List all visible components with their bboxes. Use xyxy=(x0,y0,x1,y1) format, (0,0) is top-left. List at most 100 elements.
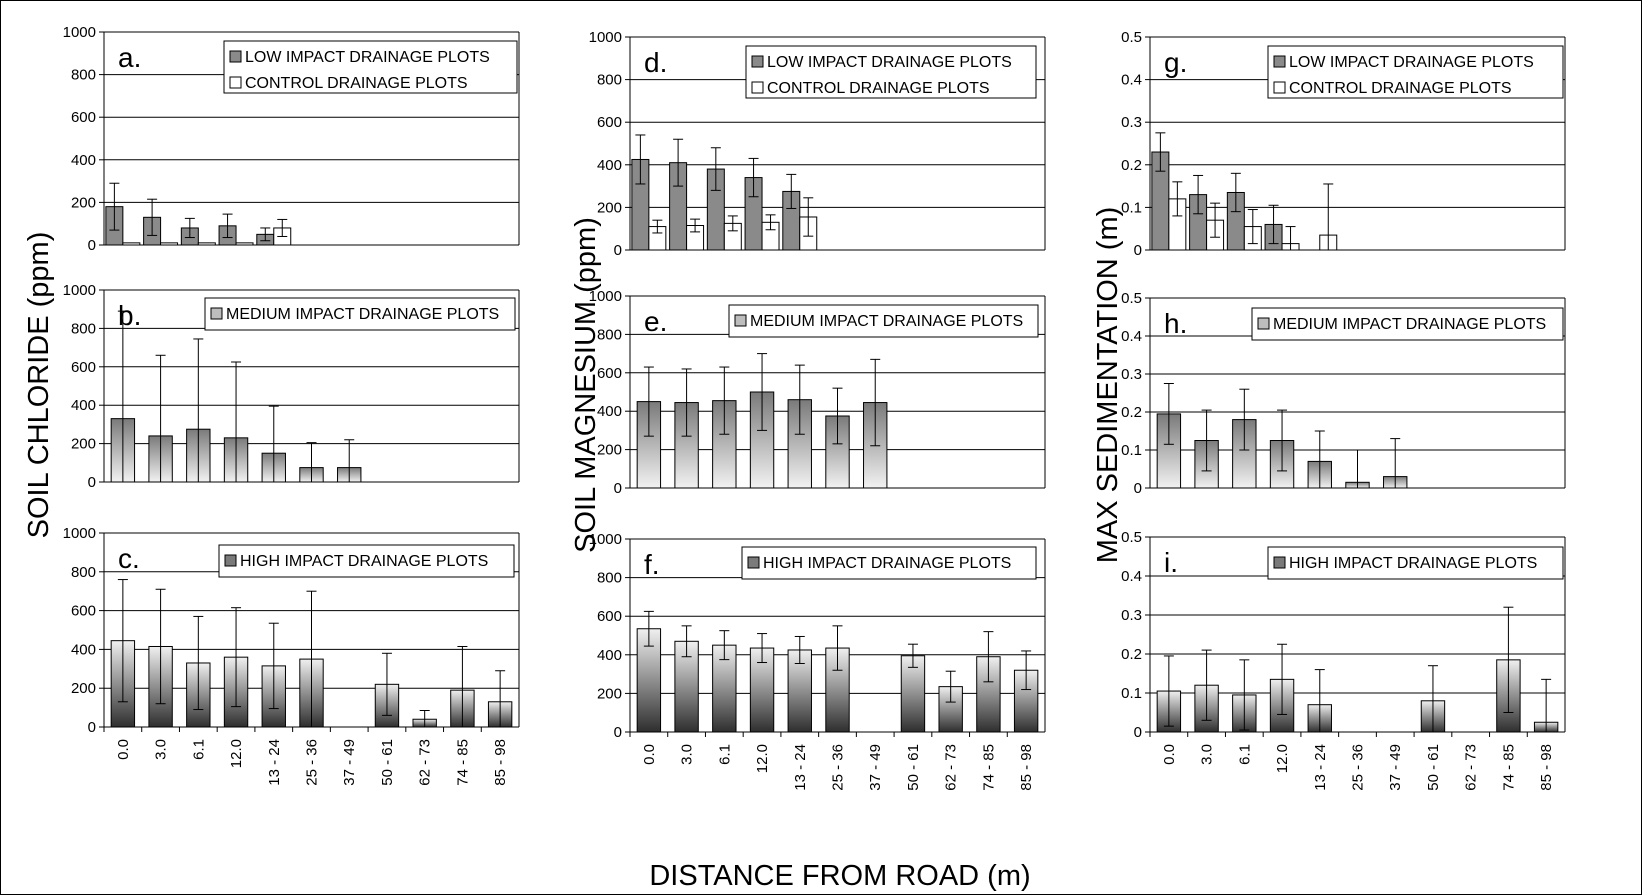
y-tick-label: 0 xyxy=(614,724,622,741)
legend-entry: LOW IMPACT DRAINAGE PLOTS xyxy=(1289,54,1534,71)
legend-swatch xyxy=(751,81,764,94)
bar xyxy=(235,242,254,246)
x-tick-label: 50 - 61 xyxy=(1425,744,1442,791)
y-tick-label: 1000 xyxy=(63,525,96,542)
legend-swatch xyxy=(229,50,242,63)
x-tick-label: 25 - 36 xyxy=(830,744,847,791)
panel-c: 0 200 400 600 800 1000 0.0 3.0 6.1 12.0 13 - 24 25 … xyxy=(63,525,520,786)
x-tick-label: 6.1 xyxy=(190,739,207,760)
y-tick-label: 800 xyxy=(597,570,622,587)
panel-label: a. xyxy=(118,42,141,73)
y-tick-label: 400 xyxy=(71,397,96,414)
y-tick-label: 1000 xyxy=(63,282,96,299)
y-tick-label: 0.5 xyxy=(1121,29,1142,46)
legend-swatch xyxy=(751,55,764,68)
x-tick-label: 13 - 24 xyxy=(792,744,809,791)
y-tick-label: 0.1 xyxy=(1121,199,1142,216)
y-tick-label: 0.2 xyxy=(1121,404,1142,421)
bar xyxy=(197,242,216,246)
y-tick-label: 200 xyxy=(597,685,622,702)
panel-label: b. xyxy=(118,300,141,331)
y-tick-label: 0.5 xyxy=(1121,290,1142,307)
x-tick-label: 50 - 61 xyxy=(379,739,396,786)
y-tick-label: 800 xyxy=(71,67,96,84)
x-tick-label: 50 - 61 xyxy=(905,744,922,791)
legend-entry: CONTROL DRAINAGE PLOTS xyxy=(1289,80,1512,97)
x-tick-label: 13 - 24 xyxy=(1312,744,1329,791)
y-tick-label: 0 xyxy=(88,474,96,491)
legend-entry: CONTROL DRAINAGE PLOTS xyxy=(245,75,468,92)
legend-box xyxy=(1267,45,1564,99)
x-tick-label: 0.0 xyxy=(641,744,658,765)
y-tick-label: 0 xyxy=(614,480,622,497)
legend-box xyxy=(223,40,518,94)
legend-box xyxy=(1267,546,1564,580)
legend-entry: MEDIUM IMPACT DRAINAGE PLOTS xyxy=(750,313,1023,330)
legend-entry: HIGH IMPACT DRAINAGE PLOTS xyxy=(763,555,1011,572)
legend-box xyxy=(204,297,516,331)
x-tick-label: 6.1 xyxy=(716,744,733,765)
y-tick-label: 0 xyxy=(88,719,96,736)
y-tick-label: 600 xyxy=(71,603,96,620)
panel-h: 0 0.1 0.2 0.3 0.4 0.5 h. MEDIUM IMPACT DRAINAGE… xyxy=(1121,290,1566,497)
legend-box xyxy=(1251,307,1564,341)
x-tick-label: 0.0 xyxy=(1161,744,1178,765)
y-tick-label: 0 xyxy=(88,237,96,254)
y-tick-label: 200 xyxy=(71,436,96,453)
x-tick-label: 74 - 85 xyxy=(454,739,471,786)
y-tick-label: 1000 xyxy=(589,288,622,305)
x-tick-label: 74 - 85 xyxy=(980,744,997,791)
panel-label: h. xyxy=(1164,308,1187,339)
legend-box xyxy=(728,304,1039,338)
legend-swatch xyxy=(1273,556,1286,569)
y-tick-label: 0 xyxy=(614,242,622,259)
y-tick-label: 800 xyxy=(71,320,96,337)
x-tick-label: 74 - 85 xyxy=(1500,744,1517,791)
x-tick-label: 25 - 36 xyxy=(304,739,321,786)
legend-box xyxy=(741,546,1037,580)
y-tick-label: 400 xyxy=(597,403,622,420)
y-tick-label: 0.1 xyxy=(1121,442,1142,459)
y-tick-label: 800 xyxy=(597,326,622,343)
legend-swatch xyxy=(1273,81,1286,94)
x-tick-label: 37 - 49 xyxy=(341,739,358,786)
legend-swatch xyxy=(1257,317,1270,330)
y-tick-label: 0.3 xyxy=(1121,366,1142,383)
legend-entry: LOW IMPACT DRAINAGE PLOTS xyxy=(245,49,490,66)
y-tick-label: 1000 xyxy=(589,29,622,46)
panel-label: g. xyxy=(1164,47,1187,78)
legend-swatch xyxy=(210,307,223,320)
y-tick-label: 400 xyxy=(71,152,96,169)
y-tick-label: 0 xyxy=(1134,724,1142,741)
panel-e: 0 200 400 600 800 1000 e. MEDIUM IMPACT DRAINAG… xyxy=(589,288,1046,497)
y-tick-label: 0.3 xyxy=(1121,607,1142,624)
y-tick-label: 200 xyxy=(597,442,622,459)
y-tick-label: 0.4 xyxy=(1121,568,1142,585)
legend-entry: MEDIUM IMPACT DRAINAGE PLOTS xyxy=(226,306,499,323)
y-tick-label: 600 xyxy=(597,608,622,625)
y-tick-label: 0.2 xyxy=(1121,157,1142,174)
bar xyxy=(160,242,179,246)
x-tick-label: 37 - 49 xyxy=(1387,744,1404,791)
y-tick-label: 200 xyxy=(71,680,96,697)
x-tick-label: 85 - 98 xyxy=(1018,744,1035,791)
y-tick-label: 0.4 xyxy=(1121,328,1142,345)
x-tick-label: 0.0 xyxy=(115,739,132,760)
y-tick-label: 0.2 xyxy=(1121,646,1142,663)
panel-g: 0 0.1 0.2 0.3 0.4 0.5 g. LOW IMPACT DRAINAGE PL… xyxy=(1121,29,1566,259)
legend-swatch xyxy=(747,556,760,569)
panel-label: d. xyxy=(644,47,667,78)
y-tick-label: 0.1 xyxy=(1121,685,1142,702)
legend-entry: HIGH IMPACT DRAINAGE PLOTS xyxy=(240,553,488,570)
x-tick-label: 12.0 xyxy=(228,739,245,768)
panel-label: i. xyxy=(1164,547,1178,578)
x-tick-label: 12.0 xyxy=(754,744,771,773)
panel-d: 0 200 400 600 800 1000 d. LOW IMPACT DRAINAGE P… xyxy=(589,29,1046,259)
y-tick-label: 600 xyxy=(71,109,96,126)
y-tick-label: 600 xyxy=(597,114,622,131)
legend-swatch xyxy=(224,554,237,567)
legend-swatch xyxy=(1273,55,1286,68)
x-tick-label: 3.0 xyxy=(153,739,170,760)
